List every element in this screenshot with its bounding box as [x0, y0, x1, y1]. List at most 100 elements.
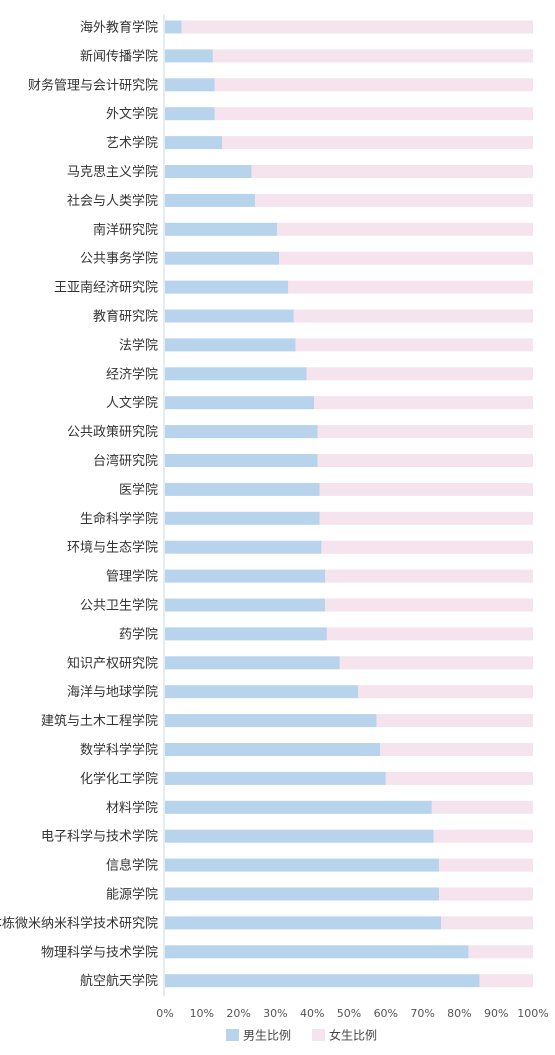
- bar-female-segment: [181, 20, 533, 34]
- bar-female-segment: [319, 511, 533, 525]
- bar-male-segment: [165, 771, 386, 785]
- bar-female-segment: [214, 78, 533, 92]
- bar-male-segment: [165, 78, 215, 92]
- bar-male-segment: [165, 569, 326, 583]
- bar-female-segment: [468, 945, 533, 959]
- bar-female-segment: [439, 858, 533, 872]
- bar-male-segment: [165, 800, 432, 814]
- bar-male-segment: [165, 887, 440, 901]
- bar-female-segment: [339, 656, 533, 670]
- bar-female-segment: [319, 482, 533, 496]
- category-label: 医学院: [119, 482, 158, 498]
- x-tick-label: 10%: [190, 1007, 214, 1020]
- category-label: 材料学院: [106, 800, 158, 816]
- category-label: 知识产权研究院: [67, 655, 158, 671]
- category-label: 外文学院: [106, 106, 158, 122]
- bar-male-segment: [165, 425, 318, 439]
- bar-male-segment: [165, 916, 441, 930]
- category-label: 人文学院: [106, 395, 158, 411]
- bar-female-segment: [222, 136, 534, 150]
- category-label: 艺术学院: [106, 135, 158, 151]
- legend-swatch-female: [312, 1029, 325, 1041]
- bar-female-segment: [214, 107, 533, 121]
- category-label: 南洋研究院: [93, 222, 158, 238]
- category-label: 航空航天学院: [80, 973, 158, 989]
- category-label: 能源学院: [106, 887, 158, 903]
- bar-female-segment: [288, 280, 533, 294]
- category-label: 电子科学与技术学院: [41, 829, 158, 845]
- x-tick-label: 0%: [156, 1007, 173, 1020]
- category-label: 数学科学学院: [80, 742, 158, 758]
- bar-male-segment: [165, 49, 213, 63]
- bar-male-segment: [165, 454, 318, 467]
- category-label: 教育研究院: [93, 309, 158, 325]
- bar-female-segment: [279, 251, 533, 265]
- bar-male-segment: [165, 396, 315, 410]
- bar-male-segment: [165, 858, 440, 872]
- bar-male-segment: [165, 338, 296, 352]
- bar-female-segment: [293, 309, 533, 323]
- bar-male-segment: [165, 945, 469, 959]
- legend-swatch-male: [226, 1029, 239, 1041]
- x-tick-labels: 0% 10% 20% 30% 40% 50% 60% 70% 80% 90% 100%: [156, 1007, 548, 1020]
- category-label: 化学化工学院: [80, 771, 158, 787]
- bar-male-segment: [165, 165, 252, 178]
- bar-female-segment: [380, 743, 533, 756]
- category-label: 公共政策研究院: [67, 424, 158, 440]
- bar-female-segment: [479, 974, 533, 988]
- bar-male-segment: [165, 251, 280, 265]
- bar-male-segment: [165, 367, 307, 381]
- legend-label-male: 男生比例: [243, 1029, 291, 1043]
- bar-female-segment: [325, 598, 533, 612]
- legend: 男生比例 女生比例: [226, 1028, 377, 1043]
- category-label: 建筑与土木工程学院: [41, 713, 158, 729]
- bar-male-segment: [165, 107, 215, 121]
- category-labels: 海外教育学院新闻传播学院财务管理与会计研究院外文学院艺术学院马克思主义学院社会与…: [0, 20, 158, 990]
- bar-female-segment: [295, 338, 533, 352]
- bar-male-segment: [165, 482, 320, 496]
- bar-female-segment: [325, 569, 533, 583]
- bar-male-segment: [165, 136, 223, 150]
- category-label: 环境与生态学院: [67, 540, 158, 556]
- bar-male-segment: [165, 714, 377, 728]
- bar-female-segment: [317, 454, 533, 467]
- bar-female-segment: [441, 916, 533, 930]
- bar-female-segment: [376, 714, 533, 728]
- category-label: 王亚南经济研究院: [54, 280, 158, 296]
- x-tick-label: 90%: [484, 1007, 508, 1020]
- bar-female-segment: [439, 887, 533, 901]
- bar-female-segment: [306, 367, 533, 381]
- category-label: 物理科学与技术学院: [41, 944, 158, 960]
- bar-male-segment: [165, 511, 320, 525]
- bar-female-segment: [212, 49, 533, 63]
- category-label: 台湾研究院: [93, 453, 158, 469]
- category-label: 萨本栋微米纳米科学技术研究院: [0, 915, 158, 931]
- category-label: 社会与人类学院: [67, 193, 158, 209]
- bar-male-segment: [165, 829, 434, 843]
- bar-male-segment: [165, 656, 340, 670]
- x-tick-label: 60%: [374, 1007, 398, 1020]
- category-label: 经济学院: [106, 366, 158, 382]
- bar-male-segment: [165, 193, 256, 207]
- category-label: 药学院: [119, 626, 158, 642]
- bar-female-segment: [385, 771, 533, 785]
- bar-female-segment: [358, 685, 533, 699]
- bar-male-segment: [165, 20, 182, 34]
- bar-male-segment: [165, 540, 322, 554]
- category-label: 法学院: [119, 337, 158, 353]
- x-tick-label: 30%: [263, 1007, 287, 1020]
- bar-male-segment: [165, 743, 381, 756]
- bar-male-segment: [165, 598, 326, 612]
- x-tick-label: 100%: [517, 1007, 548, 1020]
- bar-female-segment: [255, 193, 533, 207]
- bar-male-segment: [165, 309, 294, 323]
- bar-male-segment: [165, 280, 289, 294]
- bar-female-segment: [326, 627, 533, 641]
- bar-female-segment: [433, 829, 533, 843]
- bar-female-segment: [277, 222, 533, 236]
- x-tick-label: 20%: [226, 1007, 250, 1020]
- legend-label-female: 女生比例: [329, 1028, 377, 1043]
- category-label: 生命科学学院: [80, 511, 158, 527]
- x-tick-label: 50%: [337, 1007, 361, 1020]
